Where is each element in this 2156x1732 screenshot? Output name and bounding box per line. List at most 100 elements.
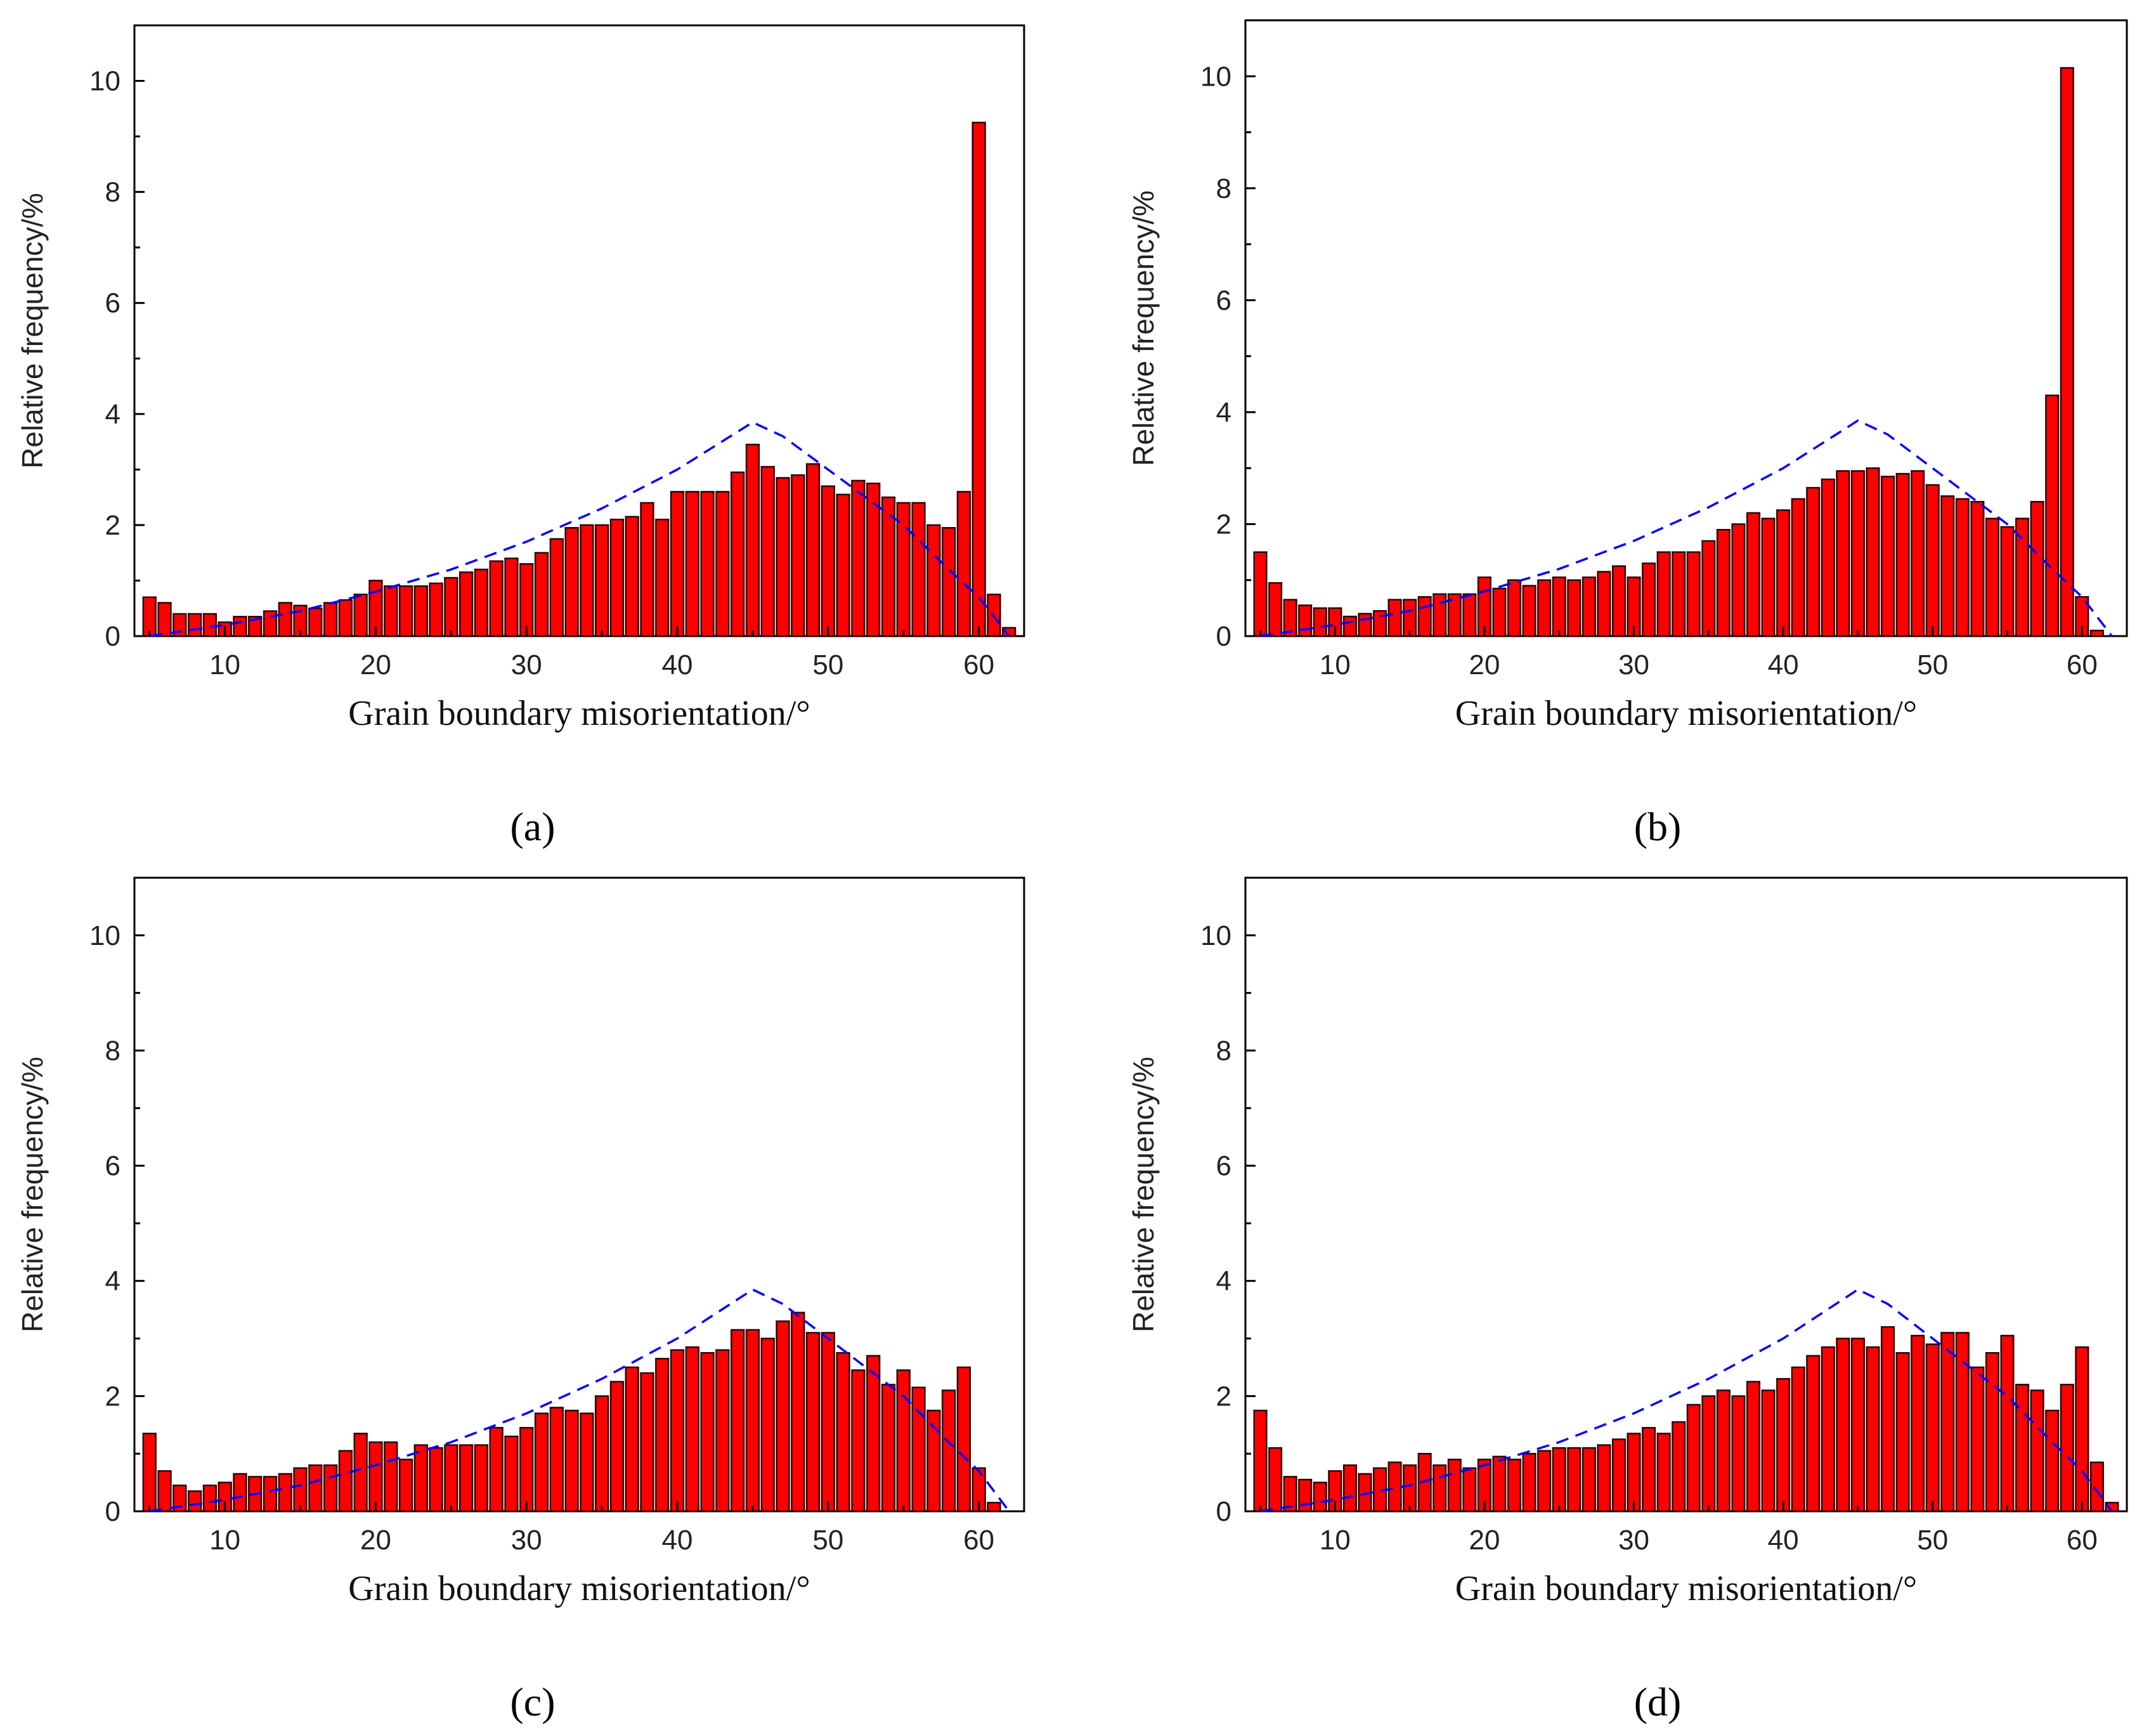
x-tick-label: 30 [1618,1525,1649,1556]
y-tick-label: 8 [1216,173,1231,204]
histogram-bar [1970,500,1985,637]
x-tick-label: 50 [812,1525,843,1556]
histogram-bar [1806,486,1821,637]
histogram-bar [444,576,458,637]
histogram-bar [1985,518,1999,637]
histogram-bar [731,1329,745,1513]
histogram-bar [1761,518,1776,637]
histogram-bar [715,491,730,637]
panel-a: 0 2 4 6 8 10 10 20 30 40 50 60 Relative frequency/… [16,24,1025,849]
histogram-bar [1447,593,1462,637]
y-tick-label: 4 [1216,1266,1231,1297]
histogram-bar [519,1427,534,1513]
histogram-bar [1761,1390,1776,1513]
histogram-bar [776,477,790,637]
histogram-bar [187,1490,202,1513]
x-ticks-group: 10 20 30 40 50 60 [148,626,994,680]
histogram-bar [233,1473,247,1513]
histogram-bar [429,1447,443,1513]
histogram-bar [1342,615,1357,637]
histogram-bar [1507,1459,1522,1513]
x-tick-label: 60 [963,1525,994,1556]
histogram-bar [580,1412,594,1513]
histogram-bar [157,602,172,637]
histogram-bar [2089,629,2104,637]
y-tick-label: 6 [105,1150,120,1182]
histogram-bar [1776,509,1791,637]
histogram-bar [2015,1383,2030,1513]
histogram-bar [474,568,489,637]
histogram-bar [1850,470,1865,637]
y-axis-label: Relative frequency/% [16,1057,49,1332]
histogram-bar [1552,1447,1566,1513]
histogram-bar [1716,1390,1731,1513]
x-axis-label: Grain boundary misorientation/° [1455,1569,1917,1608]
histogram-bar [1268,1447,1283,1513]
histogram-bar [549,1407,564,1513]
histogram-bar [202,613,218,637]
histogram-bar [1746,1381,1761,1513]
histogram-bar [1791,1366,1805,1513]
y-tick-label: 6 [1216,1150,1231,1182]
x-tick-label: 10 [209,1525,240,1556]
histogram-bar [1866,467,1880,637]
y-tick-label: 8 [105,1035,120,1066]
reference-curve-group [1260,419,2113,637]
histogram-bar [278,602,292,637]
y-tick-label: 0 [1216,621,1231,652]
histogram-bar [1611,565,1627,637]
histogram-bar [429,582,443,637]
histogram-bar [1806,1355,1821,1513]
histogram-bar [1403,1464,1417,1513]
histogram-bar [1507,579,1522,637]
panel-caption: (c) [510,1679,555,1724]
histogram-bar [398,1459,413,1513]
x-tick-label: 40 [662,649,693,680]
x-tick-label: 40 [1768,649,1799,680]
x-tick-label: 20 [360,649,391,680]
x-tick-label: 20 [1469,1525,1500,1556]
histogram-bar [2000,526,2015,637]
histogram-bar [941,1390,956,1513]
y-tick-label: 4 [105,1266,120,1297]
histogram-bar [1866,1346,1880,1513]
histogram-bar [1567,1447,1581,1513]
histogram-bar [715,1349,730,1513]
histogram-bar [881,496,896,637]
histogram-bar [2060,1383,2074,1513]
histogram-bar [293,1467,308,1513]
histogram-bar [233,616,247,637]
histogram-bar [625,516,639,637]
histogram-bar [1342,1464,1357,1513]
reference-curve-line [1260,419,2113,637]
histogram-bar [791,474,805,637]
histogram-bar [956,491,971,637]
histogram-bar [1881,1326,1895,1513]
histogram-bar [1432,1464,1447,1513]
y-tick-label: 4 [105,399,120,430]
histogram-bar [1537,1450,1552,1513]
histogram-bar [2000,1334,2015,1513]
histogram-bar [700,491,715,637]
histogram-bar [202,1484,218,1513]
histogram-bar [1283,1476,1297,1513]
histogram-bar [2060,67,2074,637]
x-tick-label: 50 [812,649,843,680]
histogram-bar [1911,470,1925,637]
histogram-bar [1253,1409,1268,1513]
y-tick-label: 6 [105,288,120,319]
histogram-bar [413,585,428,637]
histogram-bar [2075,1346,2089,1513]
y-tick-label: 8 [105,177,120,208]
histogram-bar [564,1409,579,1513]
histogram-bar [655,1358,670,1513]
x-tick-label: 20 [1469,649,1500,680]
histogram-bar [368,1441,383,1513]
histogram-bar [609,1381,625,1513]
histogram-bar [2089,1461,2104,1513]
histogram-bar [1895,472,1910,637]
histogram-bar [1492,1455,1507,1513]
histogram-bar [1313,1481,1327,1513]
panel-caption: (a) [510,804,555,849]
histogram-bar [1686,551,1701,637]
